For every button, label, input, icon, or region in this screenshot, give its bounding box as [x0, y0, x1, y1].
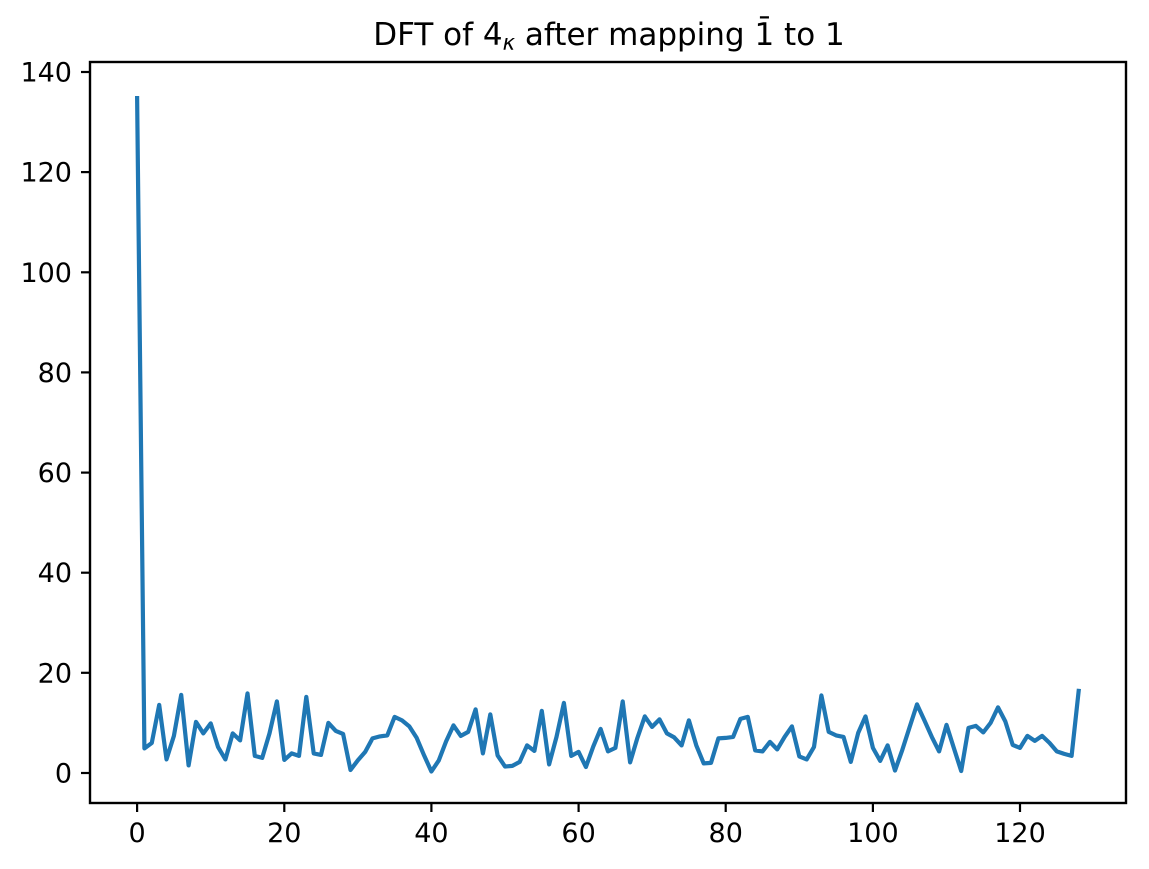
- axes-spines: [88, 60, 1128, 805]
- x-tick-label: 40: [414, 818, 448, 849]
- y-tick-label: 0: [55, 759, 72, 790]
- chart-title-prefix: DFT of 4: [373, 17, 503, 53]
- y-tick-label: 20: [38, 658, 72, 689]
- x-tick-label: 0: [129, 818, 146, 849]
- y-tick-label: 60: [38, 458, 72, 489]
- y-tick-label: 120: [20, 158, 72, 189]
- y-tick-label: 80: [38, 358, 72, 389]
- chart-title: DFT of 4κ after mapping 1̄ to 1: [90, 17, 1128, 53]
- dft-series-line: [135, 95, 1081, 774]
- y-tick-label: 100: [20, 258, 72, 289]
- y-tick-label: 140: [20, 58, 72, 89]
- chart-title-suffix: after mapping 1̄ to 1: [515, 17, 845, 53]
- y-tick-label: 40: [38, 558, 72, 589]
- x-tick-label: 100: [847, 818, 899, 849]
- chart-title-subscript-kappa: κ: [502, 29, 516, 55]
- x-tick-label: 120: [994, 818, 1046, 849]
- x-tick-label: 60: [561, 818, 595, 849]
- x-tick-label: 20: [267, 818, 301, 849]
- x-tick-label: 80: [709, 818, 743, 849]
